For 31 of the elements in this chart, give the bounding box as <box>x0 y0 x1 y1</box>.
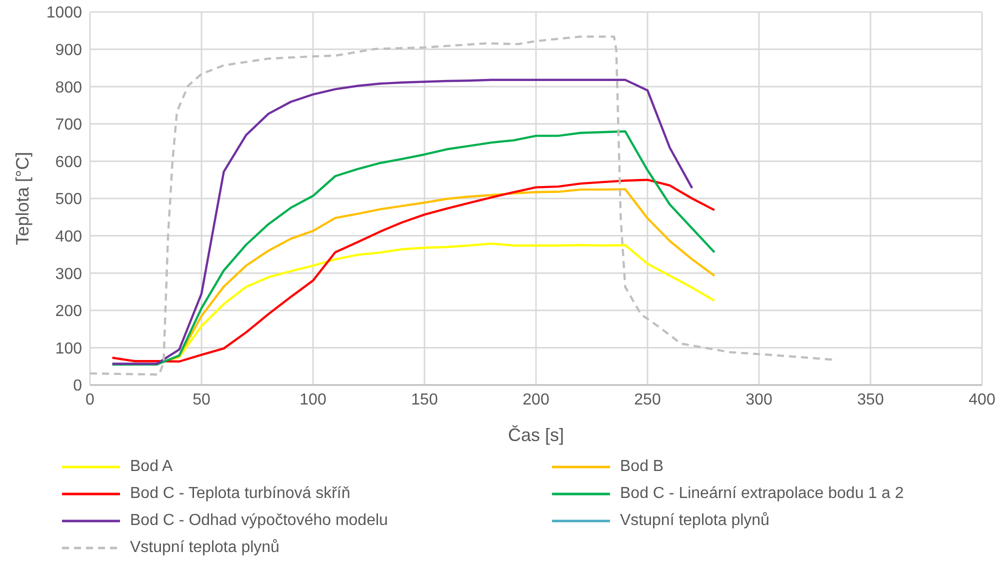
legend-label: Bod A <box>130 458 173 476</box>
y-tick-label: 900 <box>55 42 82 59</box>
y-tick-label: 100 <box>55 340 82 358</box>
x-axis-title: Čas [s] <box>508 425 564 445</box>
y-tick-label: 400 <box>55 228 82 246</box>
line-series <box>111 78 694 365</box>
y-tick-label: 300 <box>55 266 82 283</box>
legend-label: Bod C - Odhad výpočtového modelu <box>130 512 388 530</box>
x-tick-label: 150 <box>411 391 438 408</box>
legend-label: Bod C - Lineární extrapolace bodu 1 a 2 <box>620 484 904 502</box>
y-tick-label: 600 <box>55 154 82 171</box>
x-tick-label: 100 <box>300 391 326 408</box>
x-tick-label: 200 <box>522 391 550 408</box>
x-tick-label: 0 <box>86 391 95 408</box>
y-axis-title: Teplota [°C] <box>12 152 32 246</box>
legend-label: Vstupní teplota plynů <box>620 512 770 530</box>
y-tick-label: 1000 <box>46 4 82 22</box>
y-tick-label: 200 <box>55 303 82 320</box>
y-tick-label: 0 <box>73 378 82 395</box>
y-tick-label: 700 <box>55 116 82 134</box>
x-tick-label: 400 <box>968 391 996 408</box>
x-tick-label: 300 <box>746 391 772 408</box>
y-tick-label: 500 <box>55 191 82 208</box>
x-tick-label: 250 <box>634 391 661 408</box>
legend-label: Bod C - Teplota turbínová skříň <box>130 484 350 502</box>
legend-label: Vstupní teplota plynů <box>130 538 280 556</box>
y-tick-label: 800 <box>55 79 82 96</box>
legend-label: Bod B <box>620 458 664 476</box>
x-tick-label: 50 <box>192 391 210 408</box>
x-tick-label: 350 <box>857 391 884 408</box>
line-series <box>111 130 716 366</box>
